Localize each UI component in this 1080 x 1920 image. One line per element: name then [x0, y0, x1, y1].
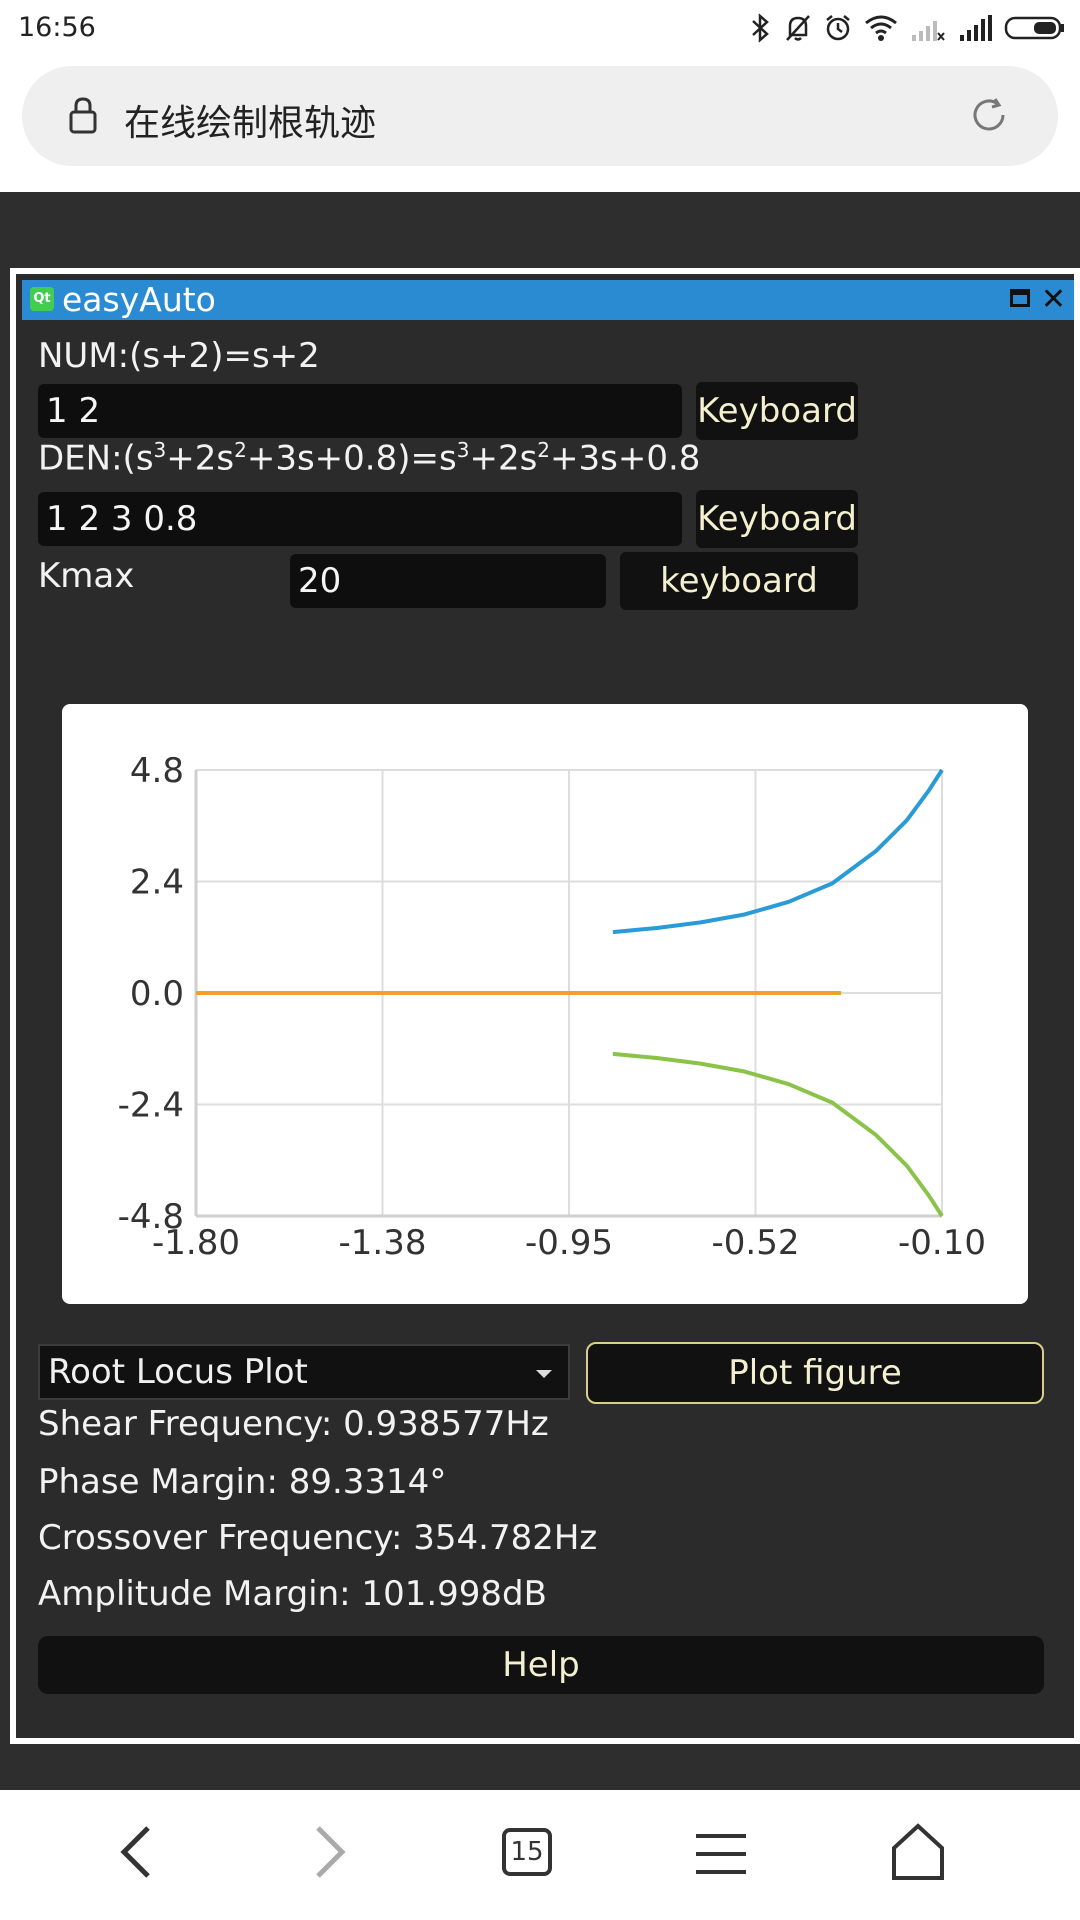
crossover-frequency-text: Crossover Frequency: 354.782Hz: [38, 1518, 598, 1558]
browser-toolbar: 在线绘制根轨迹: [0, 56, 1080, 192]
dropdown-caret-icon: [536, 1370, 552, 1378]
shear-frequency-text: Shear Frequency: 0.938577Hz: [38, 1404, 549, 1444]
y-tick-label: -2.4: [118, 1086, 184, 1126]
den-label: DEN:(s3+2s2+3s+0.8)=s3+2s2+3s+0.8: [38, 438, 701, 479]
root-locus-chart: -1.80 -1.38 -0.95 -0.52 -0.10 4.8 2.4 0.0 -2.4 -4…: [62, 704, 1028, 1304]
chart-svg: -1.80 -1.38 -0.95 -0.52 -0.10 4.8 2.4 0.0 -2.4 -4…: [118, 751, 986, 1263]
kmax-keyboard-button[interactable]: keyboard: [620, 552, 858, 610]
tabs-button[interactable]: 15: [502, 1828, 552, 1876]
qt-logo-icon: Qt: [30, 287, 54, 311]
x-tick-label: -1.80: [152, 1223, 240, 1263]
back-icon[interactable]: [114, 1820, 158, 1884]
status-icons: [750, 10, 1066, 46]
window-title: easyAuto: [62, 280, 216, 319]
x-tick-label: -0.52: [712, 1223, 800, 1263]
status-time: 16:56: [18, 12, 96, 43]
maximize-icon[interactable]: [1010, 289, 1030, 307]
menu-icon[interactable]: [694, 1832, 748, 1876]
reload-icon[interactable]: [970, 96, 1008, 134]
signal-weak-icon: [912, 21, 945, 41]
address-bar[interactable]: 在线绘制根轨迹: [22, 66, 1058, 166]
app-window: Qt easyAuto ✕ NUM:(s+2)=s+2 1 2 Keyboard…: [10, 268, 1080, 1744]
wifi-icon: [865, 15, 897, 41]
battery-icon: [1004, 16, 1064, 40]
den-input[interactable]: 1 2 3 0.8: [38, 492, 682, 546]
close-icon[interactable]: ✕: [1040, 282, 1066, 317]
y-tick-label: 0.0: [130, 974, 184, 1014]
num-keyboard-button[interactable]: Keyboard: [696, 382, 858, 440]
forward-icon[interactable]: [308, 1820, 352, 1884]
x-tick-label: -1.38: [339, 1223, 427, 1263]
locus-branch-1: [612, 768, 944, 935]
help-button[interactable]: Help: [38, 1636, 1044, 1694]
kmax-input[interactable]: 20: [290, 554, 606, 608]
x-tick-label: -0.95: [525, 1223, 613, 1263]
y-tick-label: 4.8: [130, 751, 184, 791]
kmax-label: Kmax: [38, 556, 135, 596]
mute-bell-icon: [786, 15, 810, 41]
home-icon[interactable]: [890, 1822, 946, 1882]
x-tick-label: -0.10: [898, 1223, 986, 1263]
window-titlebar[interactable]: Qt easyAuto ✕: [22, 280, 1074, 320]
num-label: NUM:(s+2)=s+2: [38, 336, 320, 376]
y-tick-label: 2.4: [130, 863, 184, 903]
page-content: Qt easyAuto ✕ NUM:(s+2)=s+2 1 2 Keyboard…: [0, 192, 1080, 1790]
plot-type-select[interactable]: Root Locus Plot: [38, 1344, 570, 1400]
status-bar: 16:56: [0, 0, 1080, 56]
plot-type-value: Root Locus Plot: [48, 1352, 308, 1392]
signal-icon: [960, 15, 992, 41]
locus-branch-3: [612, 1051, 944, 1218]
amplitude-margin-text: Amplitude Margin: 101.998dB: [38, 1574, 547, 1614]
browser-nav-bar: 15: [0, 1790, 1080, 1920]
alarm-icon: [826, 15, 850, 41]
den-keyboard-button[interactable]: Keyboard: [696, 490, 858, 548]
address-text[interactable]: 在线绘制根轨迹: [124, 103, 377, 144]
bluetooth-icon: [752, 13, 769, 43]
plot-figure-button[interactable]: Plot figure: [586, 1342, 1044, 1404]
num-input[interactable]: 1 2: [38, 384, 682, 438]
phase-margin-text: Phase Margin: 89.3314°: [38, 1462, 447, 1502]
y-tick-label: -4.8: [118, 1197, 184, 1237]
lock-icon: [69, 97, 97, 134]
